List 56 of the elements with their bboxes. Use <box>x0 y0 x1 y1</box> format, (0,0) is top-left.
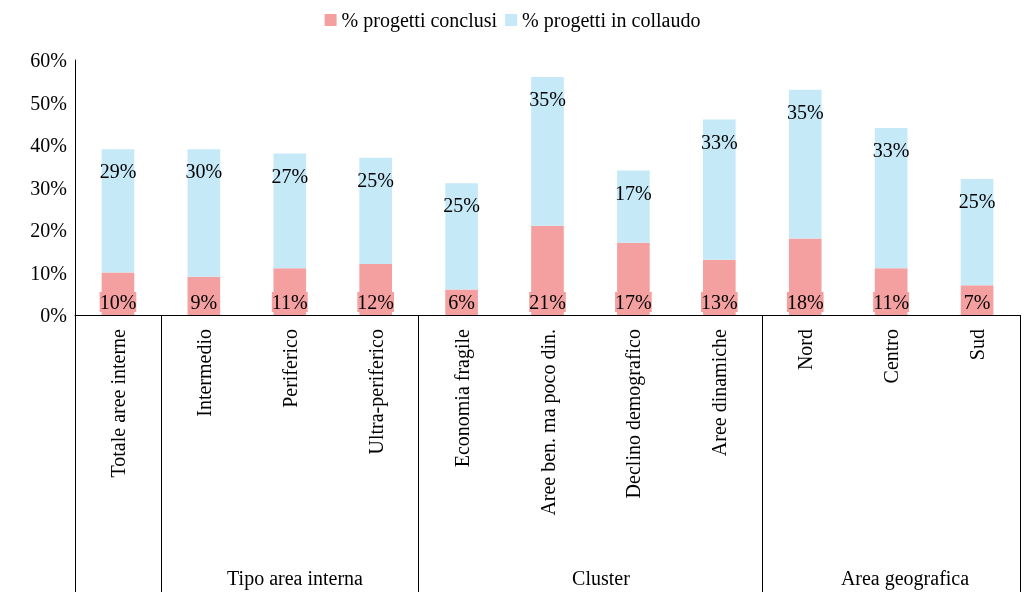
x-tick-label: Centro <box>880 329 903 384</box>
data-label: 9% <box>190 291 218 313</box>
x-tick-label: Economia fragile <box>450 328 474 468</box>
bar <box>874 128 908 269</box>
bar <box>273 153 307 269</box>
data-label: 27% <box>271 164 309 187</box>
bar <box>531 77 564 226</box>
data-label: 25% <box>958 190 996 212</box>
text: Tipo area interna <box>227 567 364 590</box>
bar <box>101 149 135 273</box>
y-tick-label: 50% <box>30 91 67 114</box>
data-label: 35% <box>529 88 566 110</box>
data-label: 17% <box>615 291 652 313</box>
data-label: 17% <box>615 181 652 204</box>
bar <box>960 179 994 286</box>
x-tick-label: Aree ben. ma poco din. <box>536 329 560 516</box>
legend-label: % progetti conclusi <box>341 9 498 32</box>
x-tick-label: Aree dinamiche <box>708 328 731 457</box>
data-label: 25% <box>443 194 480 217</box>
x-tick-label: Declino demografico <box>622 329 646 499</box>
y-tick-label: 40% <box>30 134 67 156</box>
data-label: 33% <box>700 130 738 153</box>
x-tick-label: Sud <box>966 329 989 361</box>
x-tick-label: Nord <box>794 329 817 371</box>
x-tick-label: Periferico <box>278 329 301 408</box>
x-tick-label: Totale aree interne <box>106 328 129 478</box>
bar <box>703 119 736 260</box>
bar <box>187 149 221 277</box>
data-label: 11% <box>873 291 910 313</box>
data-label: 11% <box>271 291 308 313</box>
data-label: 35% <box>786 100 824 123</box>
y-tick-label: 0% <box>40 304 67 326</box>
data-label: 13% <box>700 291 738 313</box>
legend-label: % progetti in collaudo <box>522 9 701 32</box>
data-label: 7% <box>963 291 991 313</box>
bar <box>359 157 392 264</box>
text: Cluster <box>572 567 631 589</box>
y-tick-label: 30% <box>30 176 67 199</box>
data-label: 10% <box>99 291 137 313</box>
data-label: 25% <box>357 168 395 191</box>
bar <box>788 89 822 239</box>
bar <box>445 183 478 290</box>
text: Area geografica <box>840 567 970 590</box>
y-tick-label: 20% <box>30 219 67 241</box>
data-label: 21% <box>529 291 566 313</box>
x-tick-label: Ultra-periferico <box>364 329 388 455</box>
y-tick-label: 10% <box>30 261 67 284</box>
data-label: 33% <box>872 139 910 161</box>
x-tick-label: Intermedio <box>192 329 215 417</box>
data-label: 12% <box>357 291 395 313</box>
data-label: 6% <box>448 291 475 313</box>
data-label: 18% <box>786 291 824 313</box>
bar <box>617 170 650 243</box>
data-label: 30% <box>185 160 223 183</box>
data-label: 29% <box>99 160 137 183</box>
y-tick-label: 60% <box>30 49 67 71</box>
